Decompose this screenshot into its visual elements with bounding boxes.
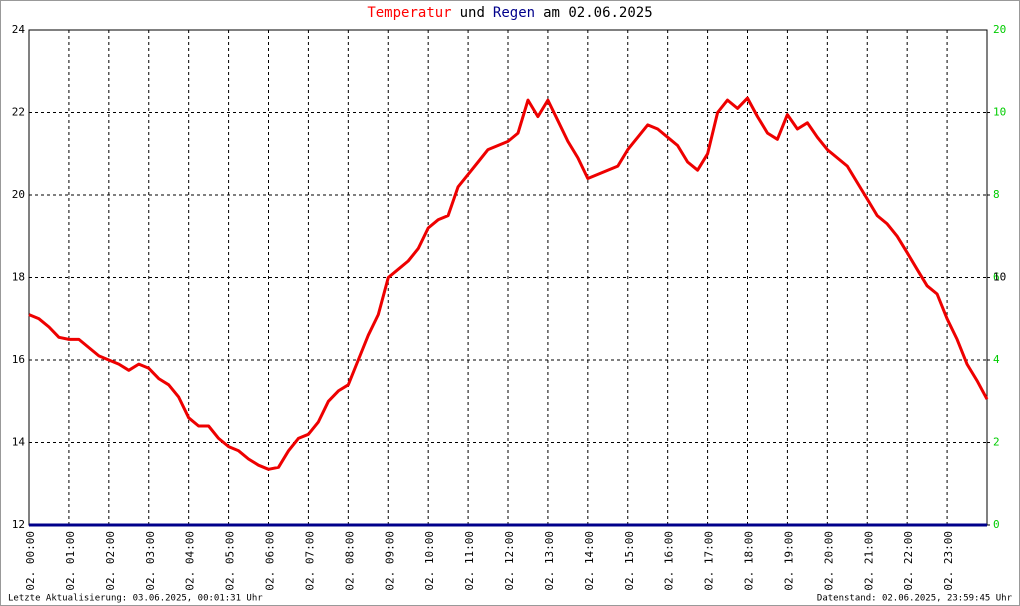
x-tick-label: 02. 04:00 [184, 531, 197, 591]
chart-title: Temperatur und Regen am 02.06.2025 [367, 5, 652, 21]
annotation: 10 [993, 271, 1006, 284]
title-part: und [460, 5, 485, 21]
annotation: 20 [993, 23, 1006, 36]
x-tick-label: 02. 12:00 [503, 531, 516, 591]
title-part: am 02.06.2025 [543, 5, 653, 21]
x-tick-label: 02. 18:00 [743, 531, 756, 591]
x-tick-label: 02. 21:00 [862, 531, 875, 591]
x-tick-label: 02. 19:00 [782, 531, 795, 591]
y-tick-label: 24 [12, 23, 26, 36]
title-part: Regen [493, 5, 535, 21]
x-tick-label: 02. 06:00 [264, 531, 277, 591]
y2-tick-label: 6 [993, 271, 1000, 284]
y-tick-label: 18 [12, 271, 25, 284]
y2-tick-label: 2 [993, 436, 1000, 449]
x-tick-label: 02. 09:00 [383, 531, 396, 591]
x-tick-label: 02. 22:00 [902, 531, 915, 591]
y2-tick-label: 4 [993, 353, 1000, 366]
y-tick-label: 20 [12, 188, 25, 201]
x-tick-label: 02. 10:00 [423, 531, 436, 591]
y-tick-label: 14 [12, 436, 26, 449]
data-line [28, 96, 989, 471]
y2-tick-label: 0 [993, 518, 1000, 531]
footer-right: Datenstand: 02.06.2025, 23:59:45 Uhr [817, 594, 1013, 604]
x-tick-label: 02. 05:00 [224, 531, 237, 591]
footer-left: Letzte Aktualisierung: 03.06.2025, 00:01… [8, 594, 263, 604]
x-tick-label: 02. 15:00 [623, 531, 636, 591]
y2-tick-label: 8 [993, 188, 1000, 201]
x-tick-label: 02. 01:00 [64, 531, 77, 591]
y-tick-label: 16 [12, 353, 25, 366]
x-tick-label: 02. 16:00 [663, 531, 676, 591]
x-tick-label: 02. 03:00 [144, 531, 157, 591]
x-tick-label: 02. 00:00 [24, 531, 37, 591]
x-tick-label: 02. 23:00 [942, 531, 955, 591]
x-tick-label: 02. 07:00 [303, 531, 316, 591]
y-tick-label: 22 [12, 106, 25, 119]
title-part: Temperatur [367, 5, 451, 21]
y2-tick-label: 10 [993, 106, 1006, 119]
x-tick-label: 02. 02:00 [104, 531, 117, 591]
y-tick-label: 12 [12, 518, 25, 531]
x-tick-label: 02. 11:00 [463, 531, 476, 591]
x-tick-label: 02. 08:00 [343, 531, 356, 591]
x-tick-label: 02. 20:00 [822, 531, 835, 591]
x-tick-label: 02. 13:00 [543, 531, 556, 591]
x-tick-label: 02. 17:00 [703, 531, 716, 591]
x-tick-label: 02. 14:00 [583, 531, 596, 591]
